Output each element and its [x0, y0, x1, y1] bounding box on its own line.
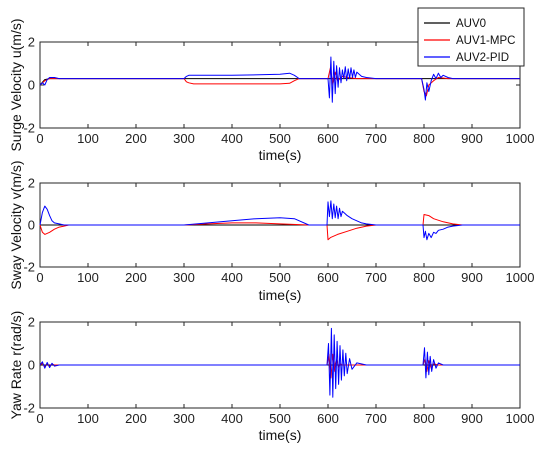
series-line-auv2-pid [39, 200, 520, 241]
xtick-label: 1000 [506, 411, 535, 426]
xtick-label: 700 [365, 270, 387, 285]
legend-box [417, 7, 525, 67]
xtick-label: 900 [461, 411, 483, 426]
ytick-label: 2 [28, 315, 35, 330]
legend-label-auv0: AUV0 [456, 18, 486, 30]
xtick-label: 0 [36, 131, 43, 146]
xtick-label: 400 [221, 270, 243, 285]
legend-label-auv2-pid: AUV2-PID [456, 52, 509, 64]
series-line-auv2-pid [39, 56, 520, 103]
xtick-label: 400 [221, 411, 243, 426]
ylabel-sway: Sway Velocity v(m/s) [8, 160, 24, 289]
xtick-label: 0 [36, 270, 43, 285]
xtick-label: 600 [317, 270, 339, 285]
xtick-label: 100 [77, 411, 99, 426]
xtick-label: 100 [77, 270, 99, 285]
ytick-label: 2 [28, 35, 35, 50]
xtick-label: 300 [173, 270, 195, 285]
xtick-label: 500 [269, 411, 291, 426]
xtick-label: 200 [125, 270, 147, 285]
xtick-label: 300 [173, 131, 195, 146]
ylabel-surge: Surge Velocity u(m/s) [8, 18, 24, 151]
xtick-label: 600 [317, 411, 339, 426]
ytick-label: 0 [28, 78, 35, 93]
panel-yaw-rate: 0 100 200 300 400 500 600 700 800 900 1000-202 Yaw… [8, 311, 534, 443]
xtick-label: 700 [365, 411, 387, 426]
ytick-label: -2 [23, 121, 35, 136]
xtick-label: 1000 [506, 131, 535, 146]
xtick-label: 700 [365, 131, 387, 146]
xtick-label: 500 [269, 270, 291, 285]
xtick-label: 200 [125, 131, 147, 146]
xlabel-sway: time(s) [259, 287, 302, 303]
panel-sway-velocity: 0 100 200 300 400 500 600 700 800 900 1000-202 Swa… [8, 160, 534, 303]
xtick-label: 500 [269, 131, 291, 146]
xtick-label: 800 [413, 131, 435, 146]
ylabel-yaw: Yaw Rate r(rad/s) [8, 311, 24, 420]
xtick-label: 900 [461, 131, 483, 146]
xtick-label: 800 [413, 270, 435, 285]
series-line-auv2-pid [39, 327, 520, 398]
xtick-label: 400 [221, 131, 243, 146]
legend: AUV0 AUV1-MPC AUV2-PID [417, 7, 525, 67]
ytick-label: -2 [23, 260, 35, 275]
ytick-label: 0 [28, 218, 35, 233]
xlabel-surge: time(s) [259, 147, 302, 163]
xtick-label: 800 [413, 411, 435, 426]
xtick-label: 200 [125, 411, 147, 426]
xtick-label: 1000 [506, 270, 535, 285]
xlabel-yaw: time(s) [259, 427, 302, 443]
xtick-label: 600 [317, 131, 339, 146]
ytick-label: 0 [28, 358, 35, 373]
xtick-label: 900 [461, 270, 483, 285]
legend-label-auv1-mpc: AUV1-MPC [456, 35, 515, 47]
ytick-label: -2 [23, 401, 35, 416]
xtick-label: 0 [36, 411, 43, 426]
xtick-label: 100 [77, 131, 99, 146]
ytick-label: 2 [28, 176, 35, 191]
xtick-label: 300 [173, 411, 195, 426]
